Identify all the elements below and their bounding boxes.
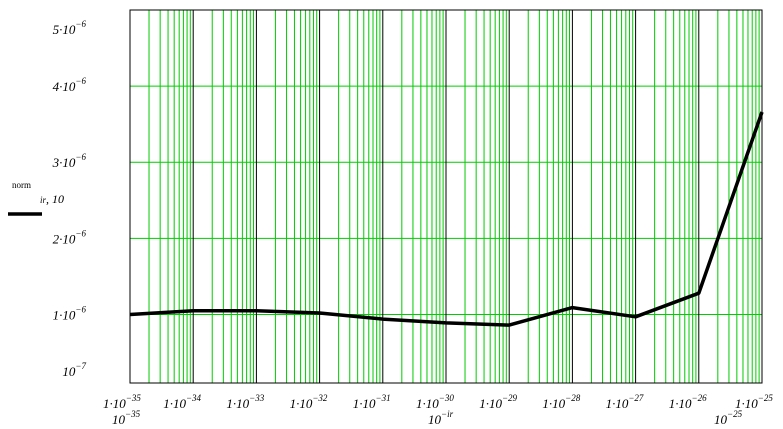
x-tick-label: 1·10−26: [669, 393, 707, 411]
y-tick-label: 1·10−6: [53, 304, 87, 322]
series-line: [129, 111, 764, 327]
x-min-label: 10−35: [112, 409, 141, 427]
grid: [129, 10, 763, 383]
axis-labels: 10−ir norm ir, 10: [8, 180, 454, 427]
x-tick-label: 1·10−28: [542, 393, 580, 411]
plot-frame: [129, 9, 763, 384]
y-tick-label: 4·10−6: [53, 76, 87, 94]
x-tick-label: 1·10−35: [103, 393, 141, 411]
y-tick-label: 10−7: [62, 361, 86, 379]
x-tick-labels: 1·10−35 1·10−34 1·10−33 1·10−32 1·10−31 1·10−…: [103, 393, 773, 427]
y-axis-label-top: norm: [12, 180, 31, 190]
y-tick-label: 3·10−6: [52, 152, 87, 170]
x-axis-label: 10−ir: [428, 409, 454, 427]
y-tick-labels: 5·10−6 4·10−6 3·10−6 2·10−6 1·10−6 10−7: [52, 19, 87, 379]
series-layer: [129, 111, 764, 327]
x-tick-label: 1·10−32: [290, 393, 328, 411]
x-max-label: 10−25: [714, 409, 743, 427]
y-tick-label: 2·10−6: [53, 228, 87, 246]
x-tick-label: 1·10−27: [606, 393, 644, 411]
x-tick-label: 1·10−30: [416, 393, 454, 411]
x-tick-label: 1·10−29: [479, 393, 517, 411]
x-tick-label: 1·10−25: [735, 393, 773, 411]
y-tick-label: 5·10−6: [53, 19, 87, 37]
x-tick-label: 1·10−31: [353, 393, 391, 411]
x-tick-label: 1·10−34: [163, 393, 201, 411]
x-tick-label: 1·10−33: [226, 393, 264, 411]
y-axis-label: ir, 10: [40, 192, 64, 206]
